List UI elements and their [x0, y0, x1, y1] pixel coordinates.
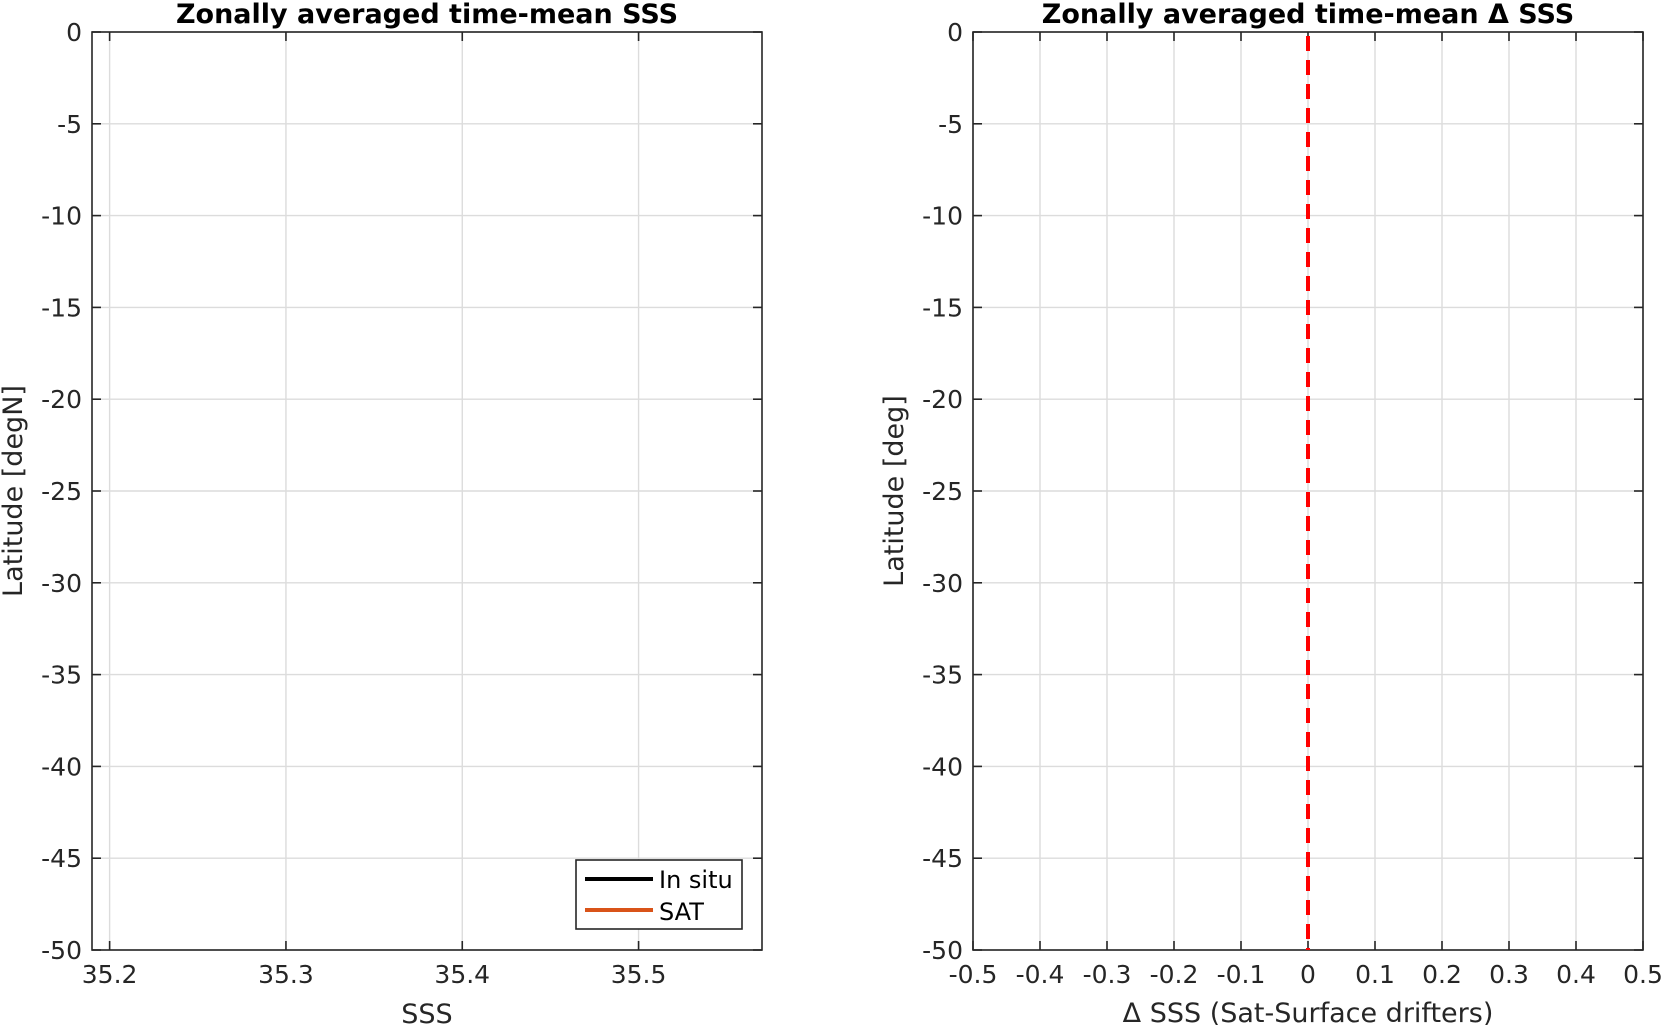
right-y-axis-label: Latitude [deg]	[879, 395, 910, 587]
legend-in-situ-label: In situ	[659, 866, 733, 894]
right-y-tick-labels: 0 -5 -10 -15 -20 -25 -30 -35 -40 -45 -50	[922, 18, 963, 965]
right-panel-delta-sss: -0.5 -0.4 -0.3 -0.2 -0.1 0 0.1 0.2 0.3 0.4 0.5 0 -5…	[879, 0, 1661, 1025]
y-tick-label: -15	[922, 293, 963, 322]
left-grid	[92, 31, 762, 951]
x-tick-label: 0.3	[1489, 960, 1529, 989]
legend: In situ SAT	[575, 859, 743, 930]
x-tick-label: 0.5	[1623, 960, 1661, 989]
y-tick-label: -25	[41, 477, 82, 506]
x-tick-label: 35.2	[82, 960, 138, 989]
left-x-tick-labels: 35.2 35.3 35.4 35.5	[82, 960, 667, 989]
legend-sat-label: SAT	[659, 898, 704, 926]
x-tick-label: 0.1	[1355, 960, 1395, 989]
x-tick-label: 0	[1300, 960, 1316, 989]
y-tick-label: 0	[947, 18, 963, 47]
y-tick-label: -15	[41, 293, 82, 322]
x-tick-label: 35.4	[434, 960, 490, 989]
y-tick-label: -30	[922, 569, 963, 598]
x-tick-label: 35.3	[258, 960, 314, 989]
left-y-tick-labels: 0 -5 -10 -15 -20 -25 -30 -35 -40 -45 -50	[41, 18, 82, 965]
y-tick-label: -45	[41, 844, 82, 873]
y-tick-label: -40	[41, 752, 82, 781]
y-tick-label: -40	[922, 752, 963, 781]
left-y-axis-label: Latitude [degN]	[0, 385, 29, 597]
y-tick-label: -5	[938, 110, 963, 139]
x-tick-label: -0.5	[949, 960, 998, 989]
x-tick-label: 35.5	[611, 960, 667, 989]
x-tick-label: -0.1	[1217, 960, 1266, 989]
y-tick-label: -20	[41, 385, 82, 414]
y-tick-label: -20	[922, 385, 963, 414]
x-tick-label: 0.4	[1556, 960, 1596, 989]
y-tick-label: -35	[922, 661, 963, 690]
y-tick-label: -10	[922, 202, 963, 231]
y-tick-label: -50	[922, 936, 963, 965]
right-x-axis-label: Δ SSS (Sat-Surface drifters)	[1123, 998, 1494, 1025]
y-tick-label: -10	[41, 202, 82, 231]
y-tick-label: 0	[66, 18, 82, 47]
y-tick-label: -35	[41, 661, 82, 690]
left-x-axis-label: SSS	[401, 999, 452, 1025]
left-chart-title: Zonally averaged time-mean SSS	[176, 0, 678, 30]
y-tick-label: -25	[922, 477, 963, 506]
right-x-tick-labels: -0.5 -0.4 -0.3 -0.2 -0.1 0 0.1 0.2 0.3 0.4 0.5	[949, 960, 1661, 989]
y-tick-label: -50	[41, 936, 82, 965]
y-tick-label: -30	[41, 569, 82, 598]
x-tick-label: -0.4	[1016, 960, 1065, 989]
left-panel-sss: 35.2 35.3 35.4 35.5 0 -5 -10 -15 -20 -25 -30 -35 -4…	[0, 0, 763, 1025]
left-tick-marks	[92, 31, 762, 951]
x-tick-label: -0.3	[1083, 960, 1132, 989]
right-chart-title: Zonally averaged time-mean Δ SSS	[1042, 0, 1574, 30]
y-tick-label: -45	[922, 844, 963, 873]
y-tick-label: -5	[57, 110, 82, 139]
x-tick-label: -0.2	[1150, 960, 1199, 989]
legend-box	[575, 859, 743, 930]
x-tick-label: 0.2	[1422, 960, 1462, 989]
